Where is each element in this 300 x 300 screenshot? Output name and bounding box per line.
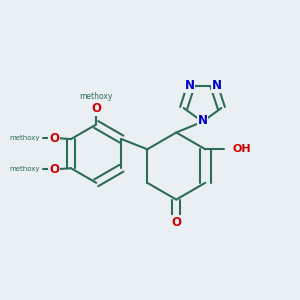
Text: N: N <box>212 80 221 92</box>
Text: O: O <box>49 163 59 176</box>
Text: methoxy: methoxy <box>79 92 112 101</box>
Text: N: N <box>197 114 208 127</box>
Text: N: N <box>184 80 194 92</box>
Text: methoxy: methoxy <box>9 135 40 141</box>
Text: O: O <box>171 216 181 229</box>
Text: OH: OH <box>233 144 251 154</box>
Text: O: O <box>91 102 101 115</box>
Text: methoxy: methoxy <box>9 166 40 172</box>
Text: O: O <box>49 132 59 145</box>
Text: O: O <box>91 102 101 115</box>
